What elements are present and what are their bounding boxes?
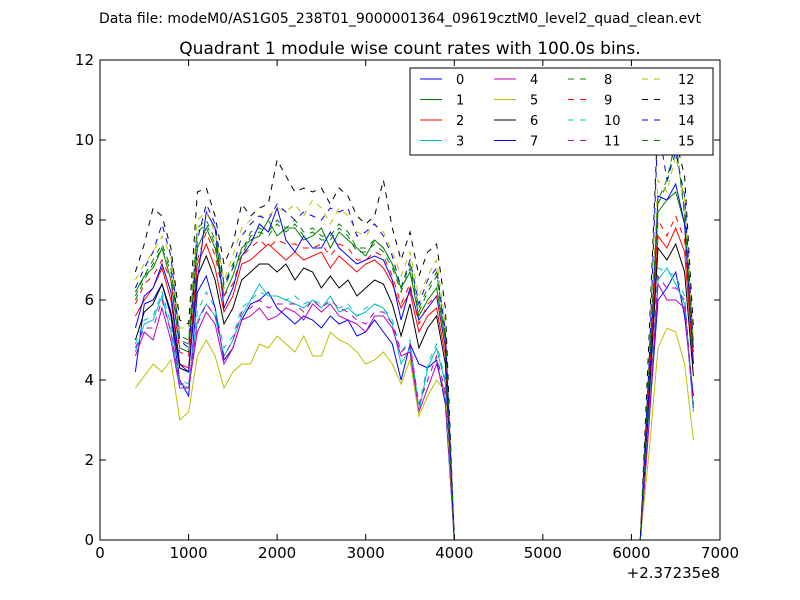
legend-label-3: 3 — [456, 135, 464, 150]
y-tick-label: 8 — [84, 211, 94, 229]
series-line-11 — [134, 274, 694, 541]
x-tick-label: 4000 — [435, 544, 473, 562]
y-tick-label: 12 — [75, 51, 94, 69]
series-line-10 — [134, 267, 694, 541]
x-offset-label: +2.37235e8 — [627, 564, 720, 582]
x-tick-label: 2000 — [258, 544, 296, 562]
x-tick-label: 6000 — [612, 544, 650, 562]
legend-label-12: 12 — [678, 73, 695, 88]
legend-label-11: 11 — [604, 135, 621, 150]
x-tick-label: 5000 — [524, 544, 562, 562]
legend-label-10: 10 — [604, 114, 621, 129]
y-tick-label: 0 — [84, 531, 94, 549]
legend-label-2: 2 — [456, 114, 464, 129]
y-tick-label: 10 — [75, 131, 94, 149]
legend-label-7: 7 — [530, 135, 538, 150]
x-tick-label: 1000 — [169, 544, 207, 562]
legend-label-6: 6 — [530, 114, 538, 129]
legend-label-0: 0 — [456, 73, 464, 88]
legend-label-15: 15 — [678, 135, 695, 150]
plot-frame — [99, 59, 721, 541]
x-tick-label: 3000 — [347, 544, 385, 562]
y-tick-label: 6 — [84, 291, 94, 309]
x-tick-labels: 0 1000 2000 3000 4000 5000 6000 7000 — [95, 544, 739, 562]
legend-label-13: 13 — [678, 94, 695, 109]
legend-label-14: 14 — [678, 114, 695, 129]
y-tick-label: 4 — [84, 371, 94, 389]
chart-title: Quadrant 1 module wise count rates with … — [179, 39, 640, 59]
legend-box — [409, 67, 714, 156]
figure-suptitle: Data file: modeM0/AS1G05_238T01_90000013… — [99, 11, 701, 27]
legend-label-8: 8 — [604, 73, 612, 88]
legend-label-5: 5 — [530, 94, 538, 109]
legend-label-4: 4 — [530, 73, 538, 88]
x-tick-label: 7000 — [701, 544, 739, 562]
series-line-13 — [134, 115, 694, 541]
x-tick-label: 0 — [95, 544, 105, 562]
y-tick-labels: 0 2 4 6 8 10 12 — [75, 51, 94, 549]
legend-label-9: 9 — [604, 94, 612, 109]
legend-label-1: 1 — [456, 94, 464, 109]
y-tick-label: 2 — [84, 451, 94, 469]
